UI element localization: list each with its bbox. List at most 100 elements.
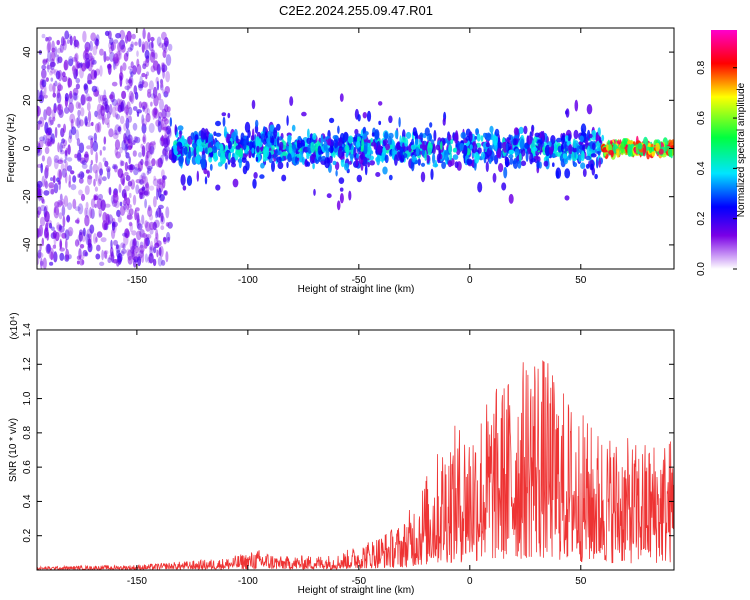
- spectral-blob: [213, 152, 218, 162]
- spectral-blob: [93, 178, 96, 187]
- spectral-blob: [196, 170, 199, 182]
- spectral-blob: [73, 35, 77, 42]
- spectral-blob: [488, 158, 492, 165]
- spectral-blob: [50, 68, 56, 74]
- spectral-blob: [152, 49, 156, 59]
- spectral-blob: [107, 187, 112, 195]
- spectral-blob: [286, 115, 289, 126]
- spectral-blob: [64, 92, 69, 102]
- spectral-blob: [637, 142, 643, 150]
- spectral-blob: [459, 143, 465, 151]
- spectral-blob: [129, 95, 132, 101]
- snr-x-label: Height of straight line (km): [298, 585, 415, 596]
- spectral-blob: [242, 165, 248, 175]
- spectral-blob: [63, 195, 69, 208]
- spectral-blob: [447, 134, 452, 141]
- spectral-blob: [49, 261, 54, 266]
- spectral-blob: [165, 71, 171, 83]
- spectral-blob: [134, 209, 138, 221]
- spectral-blob: [154, 52, 158, 60]
- spectral-blob: [75, 77, 81, 84]
- spectral-blob: [108, 186, 112, 196]
- spectral-blob: [428, 133, 432, 142]
- spectral-blob: [120, 160, 125, 166]
- spectral-blob: [105, 56, 110, 61]
- spectral-blob: [127, 47, 133, 52]
- spectral-blob: [84, 185, 90, 196]
- spectral-blob: [75, 101, 80, 109]
- spectral-blob: [176, 145, 180, 152]
- spectral-blob: [160, 79, 164, 88]
- spectral-blob: [148, 252, 154, 264]
- spectral-blob: [147, 88, 152, 94]
- spectral-blob: [329, 117, 335, 124]
- spectral-blob: [125, 111, 129, 120]
- spectral-blob: [120, 101, 124, 112]
- spectral-blob: [138, 101, 142, 109]
- spectral-blob: [388, 132, 394, 139]
- spectral-blob: [61, 75, 68, 83]
- spectral-blob: [356, 174, 362, 183]
- spectral-blob: [49, 119, 54, 126]
- spectral-blob: [230, 156, 236, 165]
- spectral-blob: [72, 175, 77, 183]
- spectral-blob: [49, 140, 52, 147]
- spectral-blob: [162, 175, 167, 180]
- spectral-blob: [565, 108, 570, 118]
- spectral-blob: [155, 158, 162, 168]
- spectral-blob: [51, 50, 56, 61]
- spectral-blob: [164, 130, 168, 139]
- spectral-blob: [430, 168, 434, 180]
- spectral-blob: [312, 133, 317, 140]
- spectral-blob: [163, 119, 167, 131]
- spectral-blob: [144, 253, 148, 263]
- spectral-blob: [129, 208, 134, 216]
- spectral-blob: [60, 163, 65, 171]
- spectral-blob: [155, 232, 159, 242]
- spectral-blob: [227, 112, 231, 119]
- spectral-blob: [50, 188, 55, 195]
- spectral-blob: [47, 40, 52, 52]
- spectral-blob: [136, 230, 142, 241]
- spectral-blob: [149, 240, 154, 251]
- spectral-blob: [616, 150, 620, 158]
- spectral-blob: [161, 42, 168, 51]
- spectral-blob: [339, 193, 344, 204]
- spectral-blob: [427, 142, 433, 155]
- spectral-blob: [126, 50, 129, 57]
- spectral-blob: [125, 117, 130, 130]
- spectral-blob: [69, 90, 73, 99]
- spectral-blob: [53, 183, 59, 194]
- spectral-blob: [108, 128, 114, 138]
- spectral-blob: [440, 141, 443, 151]
- spectral-blob: [125, 152, 130, 159]
- spectral-blob: [367, 161, 370, 168]
- spectral-blob: [318, 156, 322, 163]
- spectral-blob: [81, 160, 87, 166]
- spectral-blob: [165, 251, 169, 263]
- spectral-blob: [149, 246, 153, 257]
- spectral-blob: [52, 116, 56, 122]
- spectral-blob: [55, 70, 61, 80]
- spectral-blob: [160, 154, 164, 165]
- spectral-blob: [84, 116, 88, 126]
- spectral-blob: [67, 144, 71, 155]
- spectral-blob: [87, 175, 93, 180]
- spectral-blob: [49, 51, 56, 64]
- spectral-blob: [54, 126, 58, 139]
- spectral-blob: [463, 144, 468, 157]
- spectral-blob: [485, 132, 492, 141]
- spectral-blob: [454, 161, 459, 169]
- spectral-blob: [74, 53, 78, 63]
- spectral-blob: [141, 145, 146, 157]
- spectral-blob: [521, 147, 526, 157]
- spectral-blob: [128, 77, 133, 89]
- spectral-blob: [104, 117, 110, 126]
- spectral-blob: [157, 178, 162, 185]
- spectral-blob: [339, 93, 344, 102]
- spectral-blob: [128, 90, 134, 103]
- spectral-blob: [134, 136, 141, 144]
- spectral-blob: [59, 141, 63, 153]
- spectral-blob: [165, 125, 171, 135]
- spectral-blob: [37, 145, 40, 154]
